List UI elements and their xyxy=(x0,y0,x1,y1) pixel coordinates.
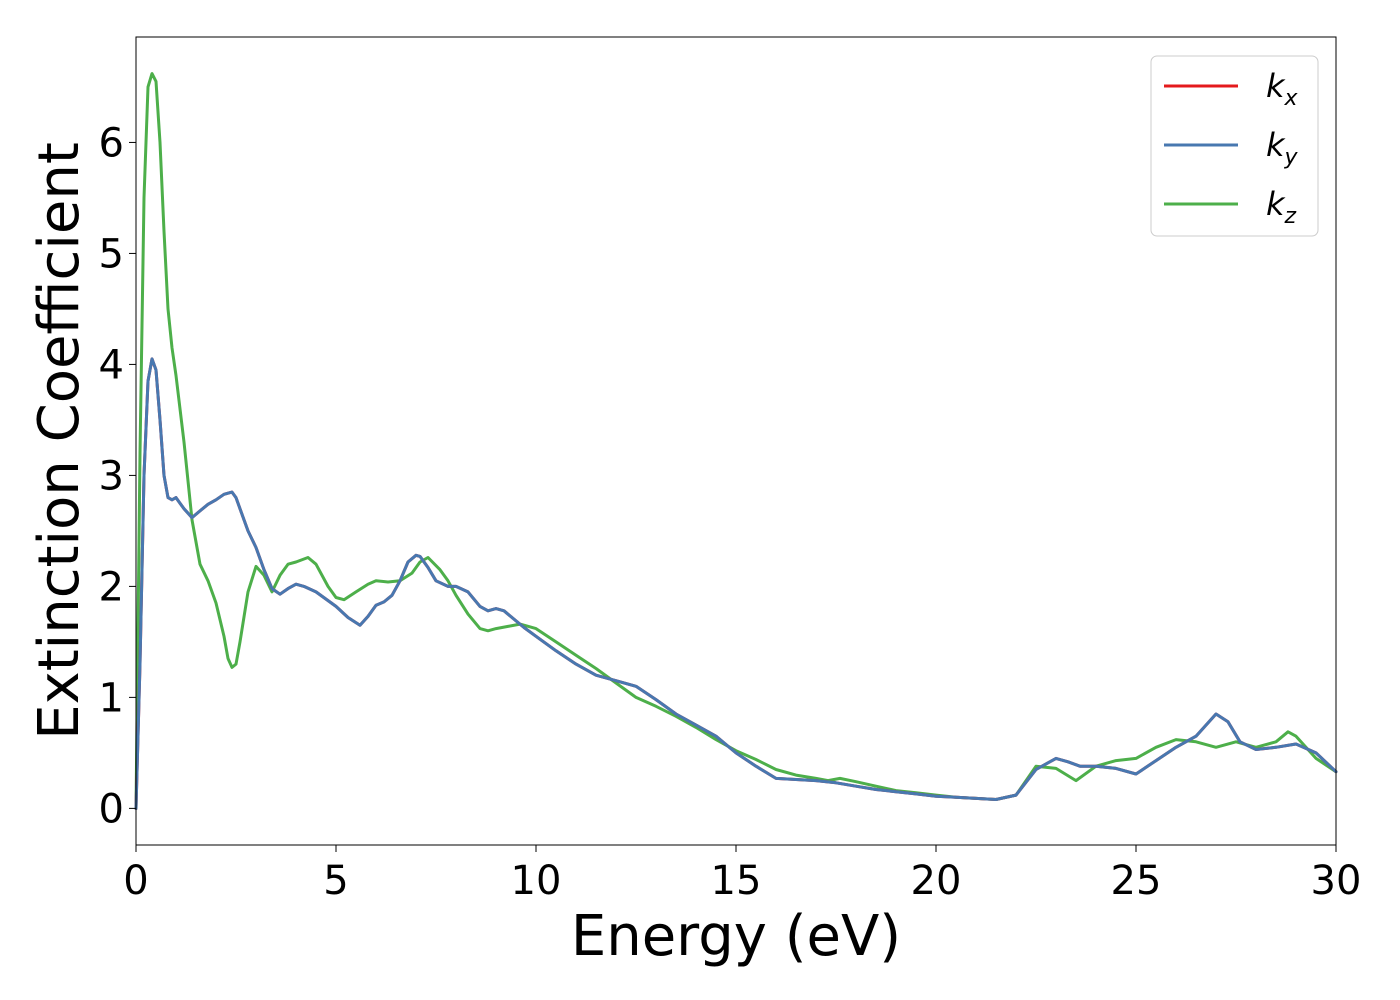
y-tick-label: 6 xyxy=(99,120,124,166)
series-line-ky xyxy=(134,357,1338,810)
y-tick-label: 5 xyxy=(99,231,124,277)
y-axis: 0 1 2 3 4 5 6 xyxy=(99,120,136,832)
x-tick-label: 15 xyxy=(711,858,762,904)
x-tick-label: 25 xyxy=(1111,858,1162,904)
x-tick-label: 30 xyxy=(1311,858,1362,904)
x-tick-label: 5 xyxy=(323,858,348,904)
series-layer xyxy=(134,72,1338,810)
x-tick-label: 20 xyxy=(911,858,962,904)
y-axis-title: Extinction Coefficient xyxy=(27,142,92,740)
y-tick-label: 3 xyxy=(99,453,124,499)
x-axis: 0 5 10 15 20 25 30 xyxy=(123,845,1361,904)
x-tick-label: 0 xyxy=(123,858,148,904)
x-tick-label: 10 xyxy=(511,858,562,904)
y-tick-label: 1 xyxy=(99,675,124,721)
y-tick-label: 2 xyxy=(99,564,124,610)
y-tick-label: 4 xyxy=(99,342,124,388)
series-line-kz xyxy=(134,72,1338,810)
y-tick-label: 0 xyxy=(99,786,124,832)
x-axis-title: Energy (eV) xyxy=(571,904,901,969)
